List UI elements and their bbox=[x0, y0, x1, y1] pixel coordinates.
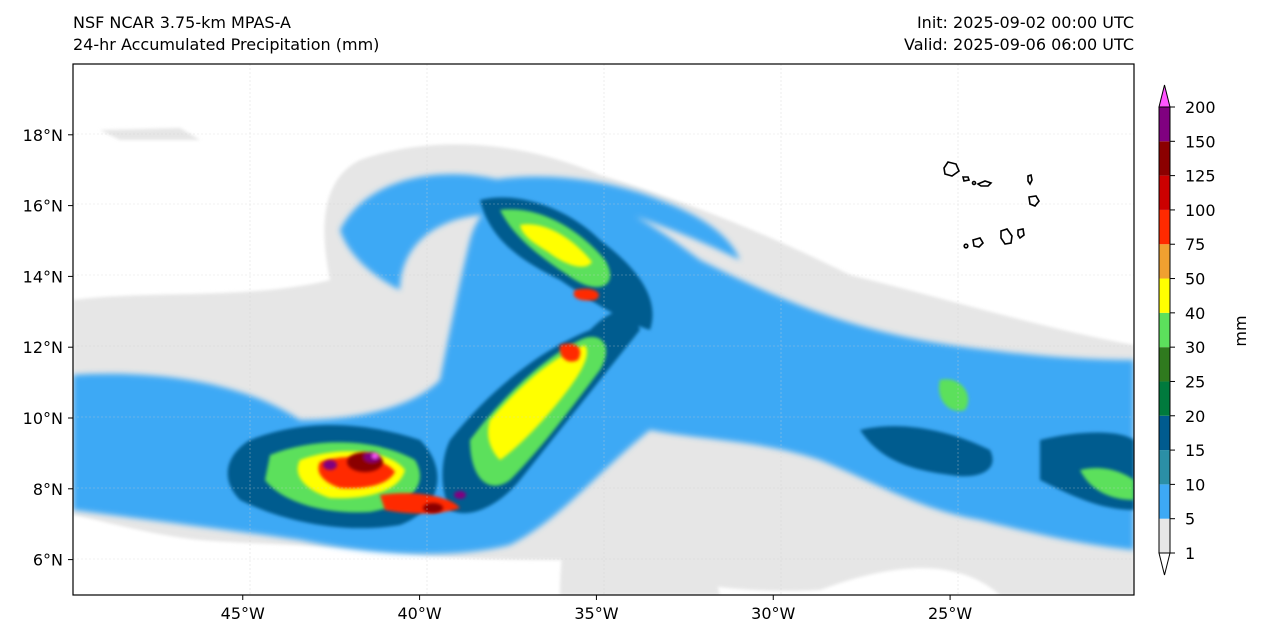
colorbar-tick-label: 1 bbox=[1185, 544, 1195, 563]
lon-tick-label: 30°W bbox=[751, 604, 795, 623]
lat-tick-label: 12°N bbox=[23, 338, 63, 357]
lat-tick-label: 6°N bbox=[33, 551, 63, 570]
island-santiago bbox=[1000, 228, 1013, 245]
island-fogo bbox=[972, 237, 985, 248]
lat-tick-label: 16°N bbox=[23, 197, 63, 216]
colorbar-segment bbox=[1159, 141, 1170, 176]
lat-axis: 6°N 8°N 10°N 12°N 14°N 16°N 18°N bbox=[23, 126, 73, 570]
colorbar-tick-label: 20 bbox=[1185, 407, 1205, 426]
title-field: 24-hr Accumulated Precipitation (mm) bbox=[73, 35, 380, 54]
colorbar-tick-label: 100 bbox=[1185, 201, 1216, 220]
precipitation-field bbox=[73, 128, 1134, 595]
colorbar-tick-label: 15 bbox=[1185, 441, 1205, 460]
island-boa-vista bbox=[1028, 195, 1040, 207]
lon-tick-label: 40°W bbox=[397, 604, 441, 623]
colorbar-tick-label: 10 bbox=[1185, 475, 1205, 494]
colorbar-segment bbox=[1159, 381, 1170, 416]
map-plot-area bbox=[72, 63, 1135, 596]
colorbar-tick-label: 5 bbox=[1185, 510, 1195, 529]
island-santa-luzia bbox=[971, 180, 977, 186]
colorbar-tick-label: 30 bbox=[1185, 338, 1205, 357]
title-init-time: Init: 2025-09-02 00:00 UTC bbox=[916, 13, 1134, 32]
title-valid-time: Valid: 2025-09-06 06:00 UTC bbox=[903, 35, 1134, 54]
colorbar-segment bbox=[1159, 278, 1170, 313]
colorbar-tick-label: 125 bbox=[1185, 167, 1216, 186]
colorbar-segment bbox=[1159, 347, 1170, 382]
lon-tick-label: 35°W bbox=[574, 604, 618, 623]
title-model: NSF NCAR 3.75-km MPAS-A bbox=[73, 13, 291, 32]
colorbar-tick-label: 75 bbox=[1185, 235, 1205, 254]
lat-tick-label: 18°N bbox=[23, 126, 63, 145]
colorbar-unit-label: mm bbox=[1231, 315, 1250, 346]
cape-verde-coastline bbox=[943, 161, 1040, 249]
colorbar-segment bbox=[1159, 312, 1170, 348]
colorbar-segment bbox=[1159, 450, 1170, 485]
colorbar-tick-label: 40 bbox=[1185, 304, 1205, 323]
colorbar-tick-label: 150 bbox=[1185, 132, 1216, 151]
colorbar-tick-label: 50 bbox=[1185, 270, 1205, 289]
map-gridlines bbox=[73, 64, 1134, 595]
colorbar-segment bbox=[1159, 518, 1170, 553]
colorbar-segment bbox=[1159, 175, 1170, 210]
lon-tick-label: 25°W bbox=[928, 604, 972, 623]
lon-axis: 45°W 40°W 35°W 30°W 25°W bbox=[221, 595, 972, 623]
colorbar-extend-min bbox=[1158, 552, 1171, 576]
map-frame bbox=[72, 63, 1135, 596]
island-sal bbox=[1027, 173, 1033, 186]
colorbar-segment bbox=[1159, 415, 1170, 451]
island-maio bbox=[1017, 228, 1025, 240]
colorbar-segment bbox=[1159, 244, 1170, 279]
lon-tick-label: 45°W bbox=[221, 604, 265, 623]
colorbar-tick-label: 25 bbox=[1185, 372, 1205, 391]
lat-tick-label: 14°N bbox=[23, 267, 63, 286]
lat-tick-label: 10°N bbox=[23, 409, 63, 428]
island-brava bbox=[963, 243, 969, 249]
lat-tick-label: 8°N bbox=[33, 480, 63, 499]
colorbar-segment bbox=[1159, 484, 1170, 519]
island-sao-vicente bbox=[961, 176, 971, 182]
colorbar-frame bbox=[1158, 106, 1171, 554]
colorbar-segment bbox=[1159, 209, 1170, 245]
colorbar-segment bbox=[1159, 107, 1170, 142]
colorbar-tick-label: 200 bbox=[1185, 98, 1216, 117]
island-sao-nicolau bbox=[976, 180, 993, 187]
precip-band-125mm bbox=[323, 452, 466, 513]
island-santo-antao bbox=[943, 161, 960, 177]
colorbar-extend-max bbox=[1158, 84, 1171, 108]
